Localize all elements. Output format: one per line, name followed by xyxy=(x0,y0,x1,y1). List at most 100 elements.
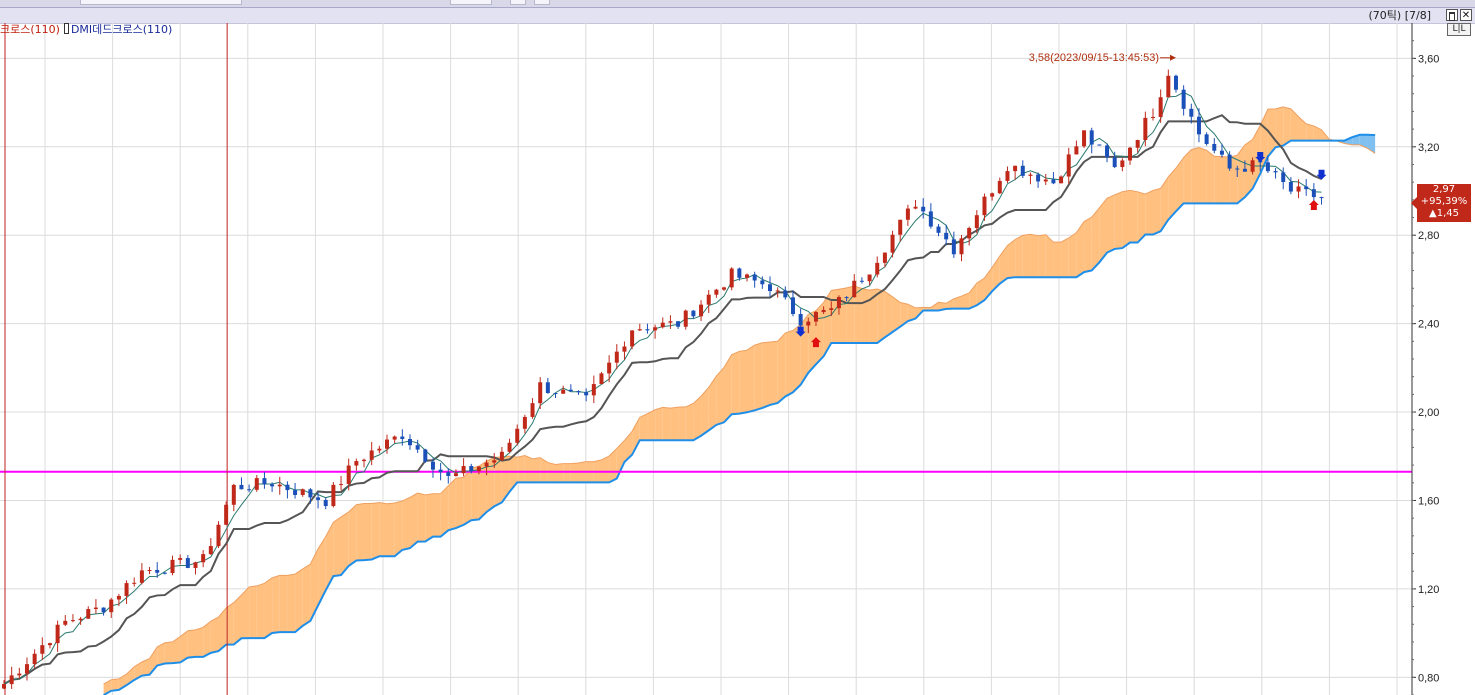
cloud-segment xyxy=(716,367,725,425)
cloud-segment xyxy=(1237,144,1245,204)
toolbar-segment[interactable] xyxy=(450,0,492,5)
cloud-segment xyxy=(387,502,395,557)
cloud-segment xyxy=(1091,207,1100,271)
cloud-segment xyxy=(501,456,510,503)
cloud-segment xyxy=(1306,123,1314,141)
candle-body xyxy=(813,312,818,322)
candle-body xyxy=(928,211,933,227)
cloud-segment xyxy=(218,608,227,652)
cloud-segment xyxy=(1038,234,1046,278)
last-price-change: ▲1,45 xyxy=(1429,208,1459,219)
cloud-segment xyxy=(1183,149,1192,204)
close-icon[interactable]: ✕ xyxy=(1460,9,1472,21)
toolbar-segment[interactable] xyxy=(534,0,550,5)
cloud-segment xyxy=(823,290,832,357)
cloud-segment xyxy=(647,409,656,441)
cloud-segment xyxy=(1045,234,1054,278)
cloud-segment xyxy=(900,302,908,327)
candle-body xyxy=(875,262,880,275)
cloud-segment xyxy=(1130,190,1138,243)
cloud-segment xyxy=(379,502,387,557)
cloud-segment xyxy=(310,548,319,621)
legend-separator-icon xyxy=(63,23,69,34)
cloud-segment xyxy=(1053,242,1062,278)
cloud-segment xyxy=(747,345,755,413)
candle-body xyxy=(132,582,137,584)
candle-body xyxy=(1082,130,1087,147)
candle-body xyxy=(913,206,918,209)
candle-body xyxy=(55,624,60,644)
cloud-segment xyxy=(295,568,303,633)
price-tick-label: 3,60 xyxy=(1418,53,1439,65)
cloud-segment xyxy=(517,455,525,483)
candle-body xyxy=(714,289,719,295)
candle-body xyxy=(346,465,351,485)
candle-body xyxy=(1043,179,1048,182)
buy-arrow-icon xyxy=(1308,200,1319,211)
candle-body xyxy=(316,497,321,500)
top-toolbar-strip xyxy=(0,0,1475,8)
candle-body xyxy=(867,274,872,282)
candle-body xyxy=(522,416,527,429)
candle-body xyxy=(959,238,964,255)
cloud-segment xyxy=(884,291,893,338)
cloud-segment xyxy=(1359,134,1368,149)
candles xyxy=(2,69,1324,690)
candle-body xyxy=(1173,75,1178,90)
candle-body xyxy=(438,469,443,473)
candle-body xyxy=(2,684,6,689)
annotation-arrow-icon xyxy=(1170,54,1176,61)
cloud-segment xyxy=(1068,232,1077,278)
cloud-segment xyxy=(846,286,855,343)
cloud-segment xyxy=(739,350,748,414)
candle-body xyxy=(951,239,956,255)
candle-body xyxy=(607,362,612,374)
candle-body xyxy=(93,607,98,610)
restore-icon[interactable] xyxy=(1446,9,1458,21)
cloud-segment xyxy=(838,287,847,343)
candle-body xyxy=(124,583,129,596)
cloud-segment xyxy=(1168,168,1176,220)
candle-body xyxy=(78,618,83,621)
candle-body xyxy=(308,489,313,498)
cloud-segment xyxy=(494,456,502,507)
cloud-segment xyxy=(532,457,541,483)
candle-body xyxy=(1120,160,1125,168)
cloud-segment xyxy=(432,493,441,537)
candle-body xyxy=(1311,189,1316,198)
candle-body xyxy=(476,466,481,472)
toolbar-segment[interactable] xyxy=(510,0,526,5)
axis-toggle-button[interactable]: L|L xyxy=(1447,23,1471,36)
vertical-marker-lines xyxy=(4,23,228,695)
candle-body xyxy=(1227,154,1232,169)
candle-body xyxy=(1066,154,1071,177)
candle-body xyxy=(155,569,160,573)
cloud-segment xyxy=(1267,108,1276,157)
cloud-segment xyxy=(693,396,702,441)
cloud-segment xyxy=(111,678,119,691)
candle-body xyxy=(285,484,290,491)
cloud-segment xyxy=(724,354,732,423)
cloud-segment xyxy=(701,387,709,436)
sell-arrow-icon xyxy=(1255,152,1266,163)
candle-body xyxy=(645,329,650,331)
cloud-segment xyxy=(540,457,548,483)
candle-body xyxy=(293,490,298,495)
candle-body xyxy=(921,206,926,212)
price-tick-label: 2,80 xyxy=(1418,230,1439,242)
chart-area[interactable]: 3,58(2023/09/15-13:45:53) 0,80 1,20 1,60 2,… xyxy=(0,23,1475,695)
candle-body xyxy=(47,643,52,646)
candle-body xyxy=(553,392,558,394)
candle-body xyxy=(231,484,236,505)
candle-body xyxy=(492,460,497,463)
price-tick-label: 3,20 xyxy=(1418,142,1439,154)
indicator-lines xyxy=(3,91,1322,685)
candle-body xyxy=(568,389,573,392)
cloud-segment xyxy=(1160,176,1169,232)
candle-body xyxy=(599,373,604,385)
toolbar-segment[interactable] xyxy=(80,0,242,5)
candle-body xyxy=(905,208,910,220)
cloud-segment xyxy=(272,575,280,634)
candle-body xyxy=(17,673,22,676)
cloud-segment xyxy=(1084,217,1092,273)
